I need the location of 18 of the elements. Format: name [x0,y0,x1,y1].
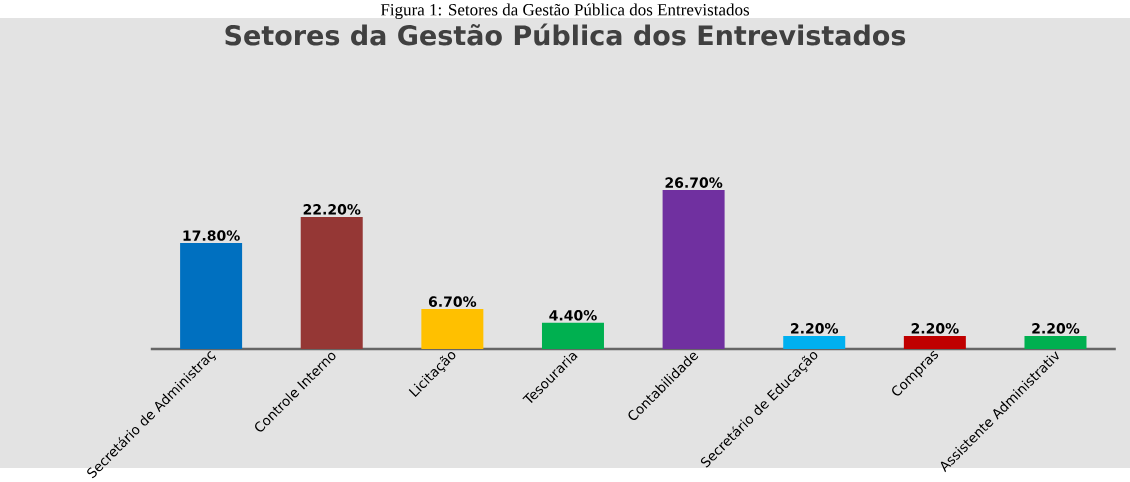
data-label: 2.20% [791,322,839,334]
bar [1024,335,1087,349]
bar [300,216,363,349]
data-label: 2.20% [1032,322,1080,334]
text: Figura 1: Setores da Gestão Pública dos Entrevistados [380,3,750,19]
data-label: 17.80% [183,230,240,241]
data-label: 26.70% [665,177,723,188]
bar [903,335,966,349]
chart-title: Setores da Gestão Pública dos Entrevistados [225,23,906,46]
bar [180,242,243,349]
bar [541,322,604,349]
bar [421,308,484,349]
data-label: 22.20% [303,203,361,215]
bar [783,335,846,349]
bar [662,189,725,349]
data-label: 2.20% [911,322,959,334]
data-label: 6.70% [428,296,477,307]
data-label: 4.40% [549,309,597,321]
